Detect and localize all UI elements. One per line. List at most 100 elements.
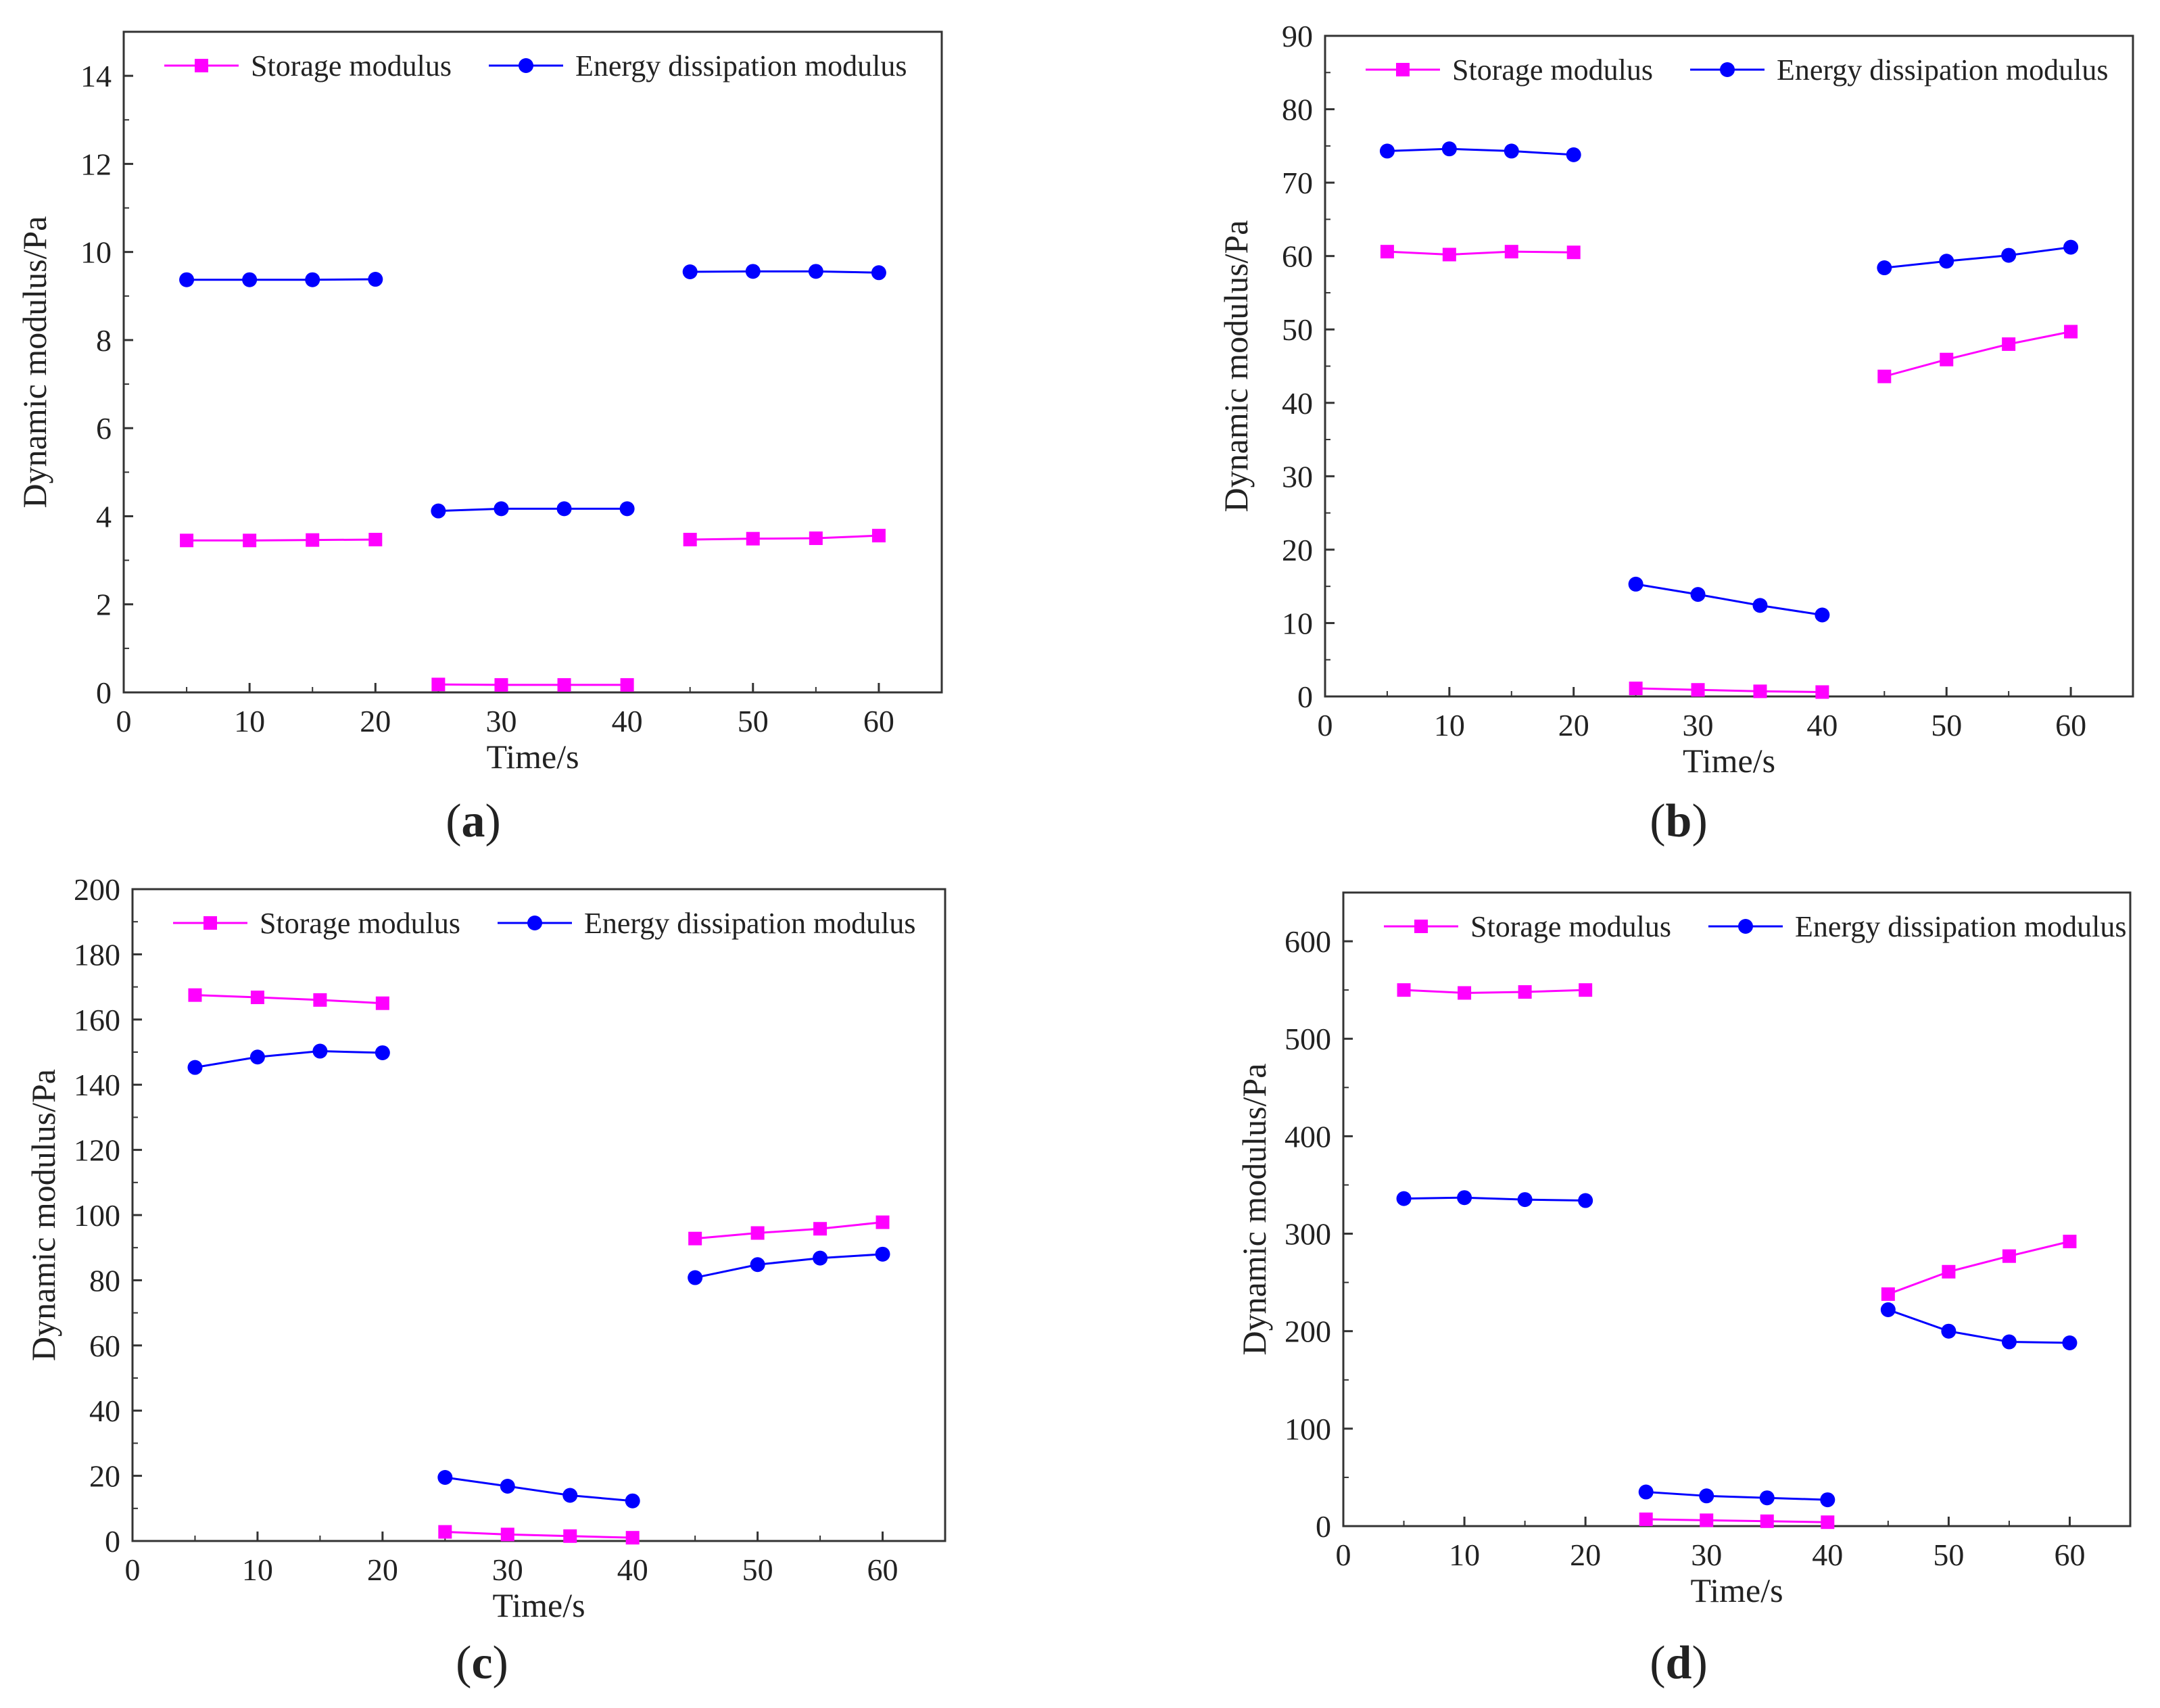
chart-c-legend-label: Storage modulus — [260, 907, 460, 940]
chart-a-x-axis-label: Time/s — [486, 738, 579, 776]
chart-a-data-point — [871, 265, 886, 281]
chart-d-data-point — [1396, 1191, 1412, 1206]
chart-a: 0 10 20 30 40 50 60 0 2 4 6 8 10 12 14 Time/s Dynamic mo… — [16, 30, 943, 847]
chart-c-data-point — [688, 1270, 703, 1285]
chart-a-y-tick-label: 4 — [96, 499, 112, 533]
chart-d-legend: Storage modulus Energy dissipation modulu… — [1384, 910, 2127, 943]
chart-d-series-storage — [1397, 983, 2077, 1529]
chart-a-series-line — [438, 507, 627, 513]
chart-b-x-tick-label: 10 — [1434, 708, 1465, 742]
chart-a-data-point — [306, 533, 320, 547]
caption-close-paren: ) — [1691, 795, 1707, 847]
chart-a-legend-marker — [519, 58, 533, 73]
chart-b-data-point — [1877, 260, 1892, 276]
chart-c-data-point — [437, 1470, 453, 1486]
chart-d-data-point — [1760, 1514, 1774, 1528]
chart-c-y-tick-label: 80 — [89, 1263, 120, 1298]
chart-d-series-dissipation — [1396, 1190, 2078, 1508]
chart-a-data-point — [682, 264, 698, 279]
chart-b-data-point — [2002, 337, 2016, 351]
chart-c-data-point — [500, 1479, 515, 1494]
chart-b-data-point — [2063, 239, 2079, 255]
chart-b-series-dissipation — [1379, 141, 2079, 623]
chart-b-data-point — [1442, 247, 1456, 262]
chart-c-x-tick-label: 20 — [367, 1552, 398, 1587]
chart-a-data-point — [745, 264, 761, 279]
chart-c-data-point — [688, 1231, 702, 1246]
chart-d-y-tick-label: 400 — [1285, 1119, 1331, 1154]
chart-d-y-tick-label: 600 — [1285, 924, 1331, 959]
chart-d-legend-marker — [1738, 919, 1753, 934]
chart-b-data-point — [1877, 369, 1892, 383]
chart-a-data-point — [494, 501, 509, 517]
chart-b-data-point — [1629, 682, 1643, 696]
chart-c-data-point — [562, 1488, 578, 1503]
chart-c-x-tick-label: 60 — [867, 1552, 898, 1587]
chart-a-data-point — [683, 532, 697, 546]
chart-b-x-tick-label: 60 — [2055, 708, 2086, 742]
chart-d-data-point — [1942, 1264, 1956, 1279]
chart-a-y-tick-label: 2 — [96, 588, 112, 622]
chart-b-x-tick-label: 30 — [1683, 708, 1714, 742]
chart-a-y-tick-label: 6 — [96, 411, 112, 446]
chart-a-data-point — [431, 503, 446, 519]
chart-a-legend: Storage modulus Energy dissipation modulu… — [164, 49, 907, 82]
chart-b-x-tick-label: 0 — [1318, 708, 1333, 742]
chart-a-data-point — [619, 501, 635, 517]
chart-d-legend-label: Energy dissipation modulus — [1795, 910, 2127, 943]
chart-b-legend-label: Energy dissipation modulus — [1777, 53, 2109, 87]
chart-b-y-tick-label: 50 — [1282, 312, 1313, 347]
chart-d-data-point — [1458, 986, 1472, 1000]
chart-c-y-tick-label: 120 — [74, 1133, 120, 1168]
chart-d-data-point — [1820, 1492, 1835, 1508]
chart-d-data-point — [1638, 1484, 1654, 1500]
chart-c-data-point — [250, 991, 264, 1005]
caption-letter: b — [1666, 795, 1692, 847]
chart-c-x-tick-label: 30 — [492, 1552, 523, 1587]
chart-c-legend-marker — [203, 916, 217, 930]
chart-d-legend-marker — [1414, 920, 1428, 933]
chart-a-legend-label: Energy dissipation modulus — [575, 49, 907, 82]
chart-c-x-tick-label: 10 — [242, 1552, 273, 1587]
chart-c-data-point — [813, 1222, 827, 1236]
chart-c: 0 10 20 30 40 50 60 0 20 40 60 80 100 120 140 160 180 200… — [24, 872, 946, 1689]
chart-c-y-tick-label: 60 — [89, 1329, 120, 1363]
chart-b-data-point — [1504, 143, 1519, 159]
chart-c-y-tick-label: 0 — [105, 1524, 120, 1559]
chart-d-series-line — [1646, 1491, 1828, 1501]
chart-c-series-line — [195, 1050, 383, 1069]
chart-d-data-point — [1699, 1488, 1714, 1504]
chart-b-series-line — [1635, 687, 1823, 693]
chart-b-y-tick-label: 70 — [1282, 166, 1313, 200]
chart-b-data-point — [1939, 254, 1954, 269]
chart-a-series-dissipation — [179, 264, 886, 519]
caption-open-paren: ( — [1650, 1637, 1665, 1689]
chart-a-series-line — [690, 270, 879, 274]
chart-c-legend-marker — [527, 916, 542, 930]
chart-c-y-tick-label: 160 — [74, 1003, 120, 1037]
chart-a-data-point — [305, 272, 320, 287]
chart-a-data-point — [431, 678, 446, 692]
caption-close-paren: ) — [493, 1637, 508, 1689]
chart-d-data-point — [1639, 1512, 1653, 1526]
chart-c-x-tick-label: 40 — [617, 1552, 648, 1587]
chart-d-y-tick-label: 200 — [1285, 1314, 1331, 1349]
caption-letter: d — [1666, 1637, 1692, 1689]
chart-a-series-line — [690, 534, 879, 541]
chart-c-x-tick-label: 0 — [125, 1552, 141, 1587]
chart-a-y-tick-label: 12 — [80, 147, 112, 181]
chart-b-legend-marker — [1720, 62, 1735, 77]
chart-c-legend: Storage modulus Energy dissipation modulu… — [173, 907, 916, 940]
chart-a-series-line — [438, 683, 627, 686]
chart-c-data-point — [313, 993, 327, 1007]
chart-c-series-storage — [188, 988, 890, 1545]
chart-d-y-tick-label: 300 — [1285, 1217, 1331, 1252]
chart-c-caption: (c) — [456, 1637, 508, 1689]
chart-b-data-point — [1504, 245, 1518, 259]
chart-b-series-line — [1635, 583, 1823, 616]
chart-d-series-line — [1403, 1196, 1586, 1202]
chart-c-data-point — [249, 1049, 265, 1065]
chart-a-data-point — [620, 678, 634, 692]
chart-d-x-tick-label: 20 — [1570, 1538, 1601, 1572]
